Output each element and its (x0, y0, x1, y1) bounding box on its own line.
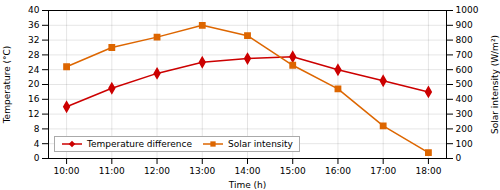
svg-text:11:00: 11:00 (99, 166, 125, 176)
svg-text:17:00: 17:00 (370, 166, 396, 176)
svg-text:24: 24 (28, 65, 40, 75)
html-text:Solar intensity: Solar intensity (228, 139, 293, 149)
svg-text:16: 16 (28, 94, 40, 104)
svg-text:18:00: 18:00 (415, 166, 441, 176)
svg-text:0: 0 (34, 153, 40, 163)
svg-text:14:00: 14:00 (235, 166, 261, 176)
svg-text:300: 300 (456, 109, 473, 119)
svg-text:400: 400 (456, 94, 473, 104)
svg-text:700: 700 (456, 50, 473, 60)
svg-text:20: 20 (28, 79, 40, 89)
svg-text:0: 0 (456, 153, 462, 163)
svg-text:8: 8 (34, 124, 40, 134)
svg-text:Temperature (°C): Temperature (°C) (2, 46, 12, 125)
svg-text:500: 500 (456, 79, 473, 89)
svg-text:15:00: 15:00 (280, 166, 306, 176)
svg-text:Time (h): Time (h) (228, 180, 267, 190)
svg-text:900: 900 (456, 20, 473, 30)
svg-text:36: 36 (28, 20, 40, 30)
svg-text:10:00: 10:00 (54, 166, 80, 176)
svg-text:800: 800 (456, 35, 473, 45)
svg-text:13:00: 13:00 (189, 166, 215, 176)
svg-text:Solar intensity (W/m²): Solar intensity (W/m²) (490, 35, 500, 134)
svg-text:16:00: 16:00 (325, 166, 351, 176)
svg-text:40: 40 (28, 5, 40, 15)
svg-text:1000: 1000 (456, 5, 479, 15)
html-text:Temperature difference: Temperature difference (87, 139, 193, 149)
svg-text:12: 12 (28, 109, 39, 119)
svg-text:12:00: 12:00 (144, 166, 170, 176)
svg-text:600: 600 (456, 65, 473, 75)
svg-text:28: 28 (28, 50, 40, 60)
svg-text:32: 32 (28, 35, 39, 45)
svg-text:100: 100 (456, 139, 473, 149)
svg-text:200: 200 (456, 124, 473, 134)
svg-text:4: 4 (34, 139, 40, 149)
